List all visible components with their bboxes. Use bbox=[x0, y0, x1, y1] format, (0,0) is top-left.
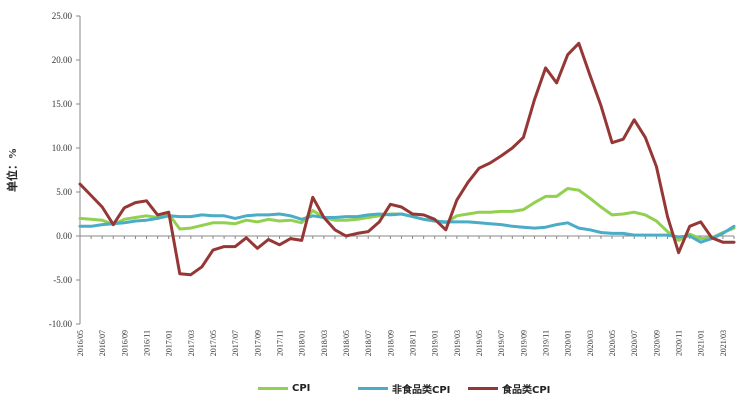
x-tick-label: 2017/03 bbox=[187, 330, 196, 356]
series-lines bbox=[78, 41, 736, 277]
x-tick-label: 2018/07 bbox=[364, 330, 373, 356]
legend-item-nonfood-cpi: 非食品类CPI bbox=[358, 380, 450, 396]
chart-legend: CPI 非食品类CPI 食品类CPI bbox=[0, 380, 754, 396]
y-tick-label: 5.00 bbox=[56, 187, 72, 197]
legend-label-food-cpi: 食品类CPI bbox=[502, 384, 551, 396]
y-tick-label: 15.00 bbox=[52, 99, 73, 109]
x-tick-label: 2019/03 bbox=[453, 330, 462, 356]
x-tick-label: 2018/05 bbox=[342, 330, 351, 356]
x-tick-label: 2018/03 bbox=[320, 330, 329, 356]
x-tick-label: 2017/11 bbox=[276, 330, 285, 356]
legend-item-cpi: CPI bbox=[258, 380, 310, 396]
x-tick-label: 2020/03 bbox=[586, 330, 595, 356]
legend-swatch-nonfood-cpi bbox=[358, 386, 388, 390]
x-tick-label: 2019/01 bbox=[431, 330, 440, 356]
y-tick-label: -10.00 bbox=[49, 319, 73, 329]
x-tick-label: 2021/03 bbox=[719, 330, 728, 356]
y-tick-label: 20.00 bbox=[52, 55, 73, 65]
x-tick-label: 2017/01 bbox=[165, 330, 174, 356]
x-tick-label: 2020/05 bbox=[608, 330, 617, 356]
series-line-food-cpi bbox=[78, 41, 736, 277]
x-axis: 2016/05 2016/07 2016/09 2016/11 2017/01 2017/… bbox=[76, 235, 735, 356]
x-tick-label: 2017/09 bbox=[253, 330, 262, 356]
x-tick-label: 2020/07 bbox=[630, 330, 639, 356]
x-tick-label: 2021/01 bbox=[697, 330, 706, 356]
y-tick-label: 0.00 bbox=[56, 231, 72, 241]
y-tick-label: 25.00 bbox=[52, 11, 73, 21]
legend-swatch-cpi bbox=[258, 386, 288, 390]
x-tick-label: 2016/07 bbox=[98, 330, 107, 356]
legend-label-cpi: CPI bbox=[292, 382, 311, 394]
legend-label-nonfood-cpi: 非食品类CPI bbox=[392, 384, 451, 396]
x-tick-label: 2019/07 bbox=[497, 330, 506, 356]
x-tick-label: 2020/09 bbox=[652, 330, 661, 356]
x-tick-label: 2020/11 bbox=[675, 330, 684, 356]
x-tick-label: 2019/05 bbox=[475, 330, 484, 356]
x-tick-label: 2016/11 bbox=[143, 330, 152, 356]
x-tick-label: 2016/09 bbox=[120, 330, 129, 356]
y-tick-label: -5.00 bbox=[53, 275, 72, 285]
x-tick-label: 2018/01 bbox=[298, 330, 307, 356]
x-tick-label: 2016/05 bbox=[76, 330, 85, 356]
x-tick-label: 2020/01 bbox=[564, 330, 573, 356]
x-tick-label: 2017/05 bbox=[209, 330, 218, 356]
x-tick-label: 2018/09 bbox=[386, 330, 395, 356]
legend-item-food-cpi: 食品类CPI bbox=[468, 380, 550, 396]
x-tick-label: 2019/11 bbox=[542, 330, 551, 356]
legend-swatch-food-cpi bbox=[468, 386, 498, 390]
y-axis-label: 单位：% bbox=[5, 148, 19, 192]
y-tick-label: 10.00 bbox=[52, 143, 73, 153]
x-tick-label: 2019/09 bbox=[519, 330, 528, 356]
x-tick-label: 2018/11 bbox=[409, 330, 418, 356]
x-tick-label: 2017/07 bbox=[231, 330, 240, 356]
y-axis: 25.00 20.00 15.00 10.00 5.00 0.00 -5.00 -10.00 bbox=[49, 11, 81, 329]
series-line-nonfood-cpi bbox=[78, 212, 736, 244]
